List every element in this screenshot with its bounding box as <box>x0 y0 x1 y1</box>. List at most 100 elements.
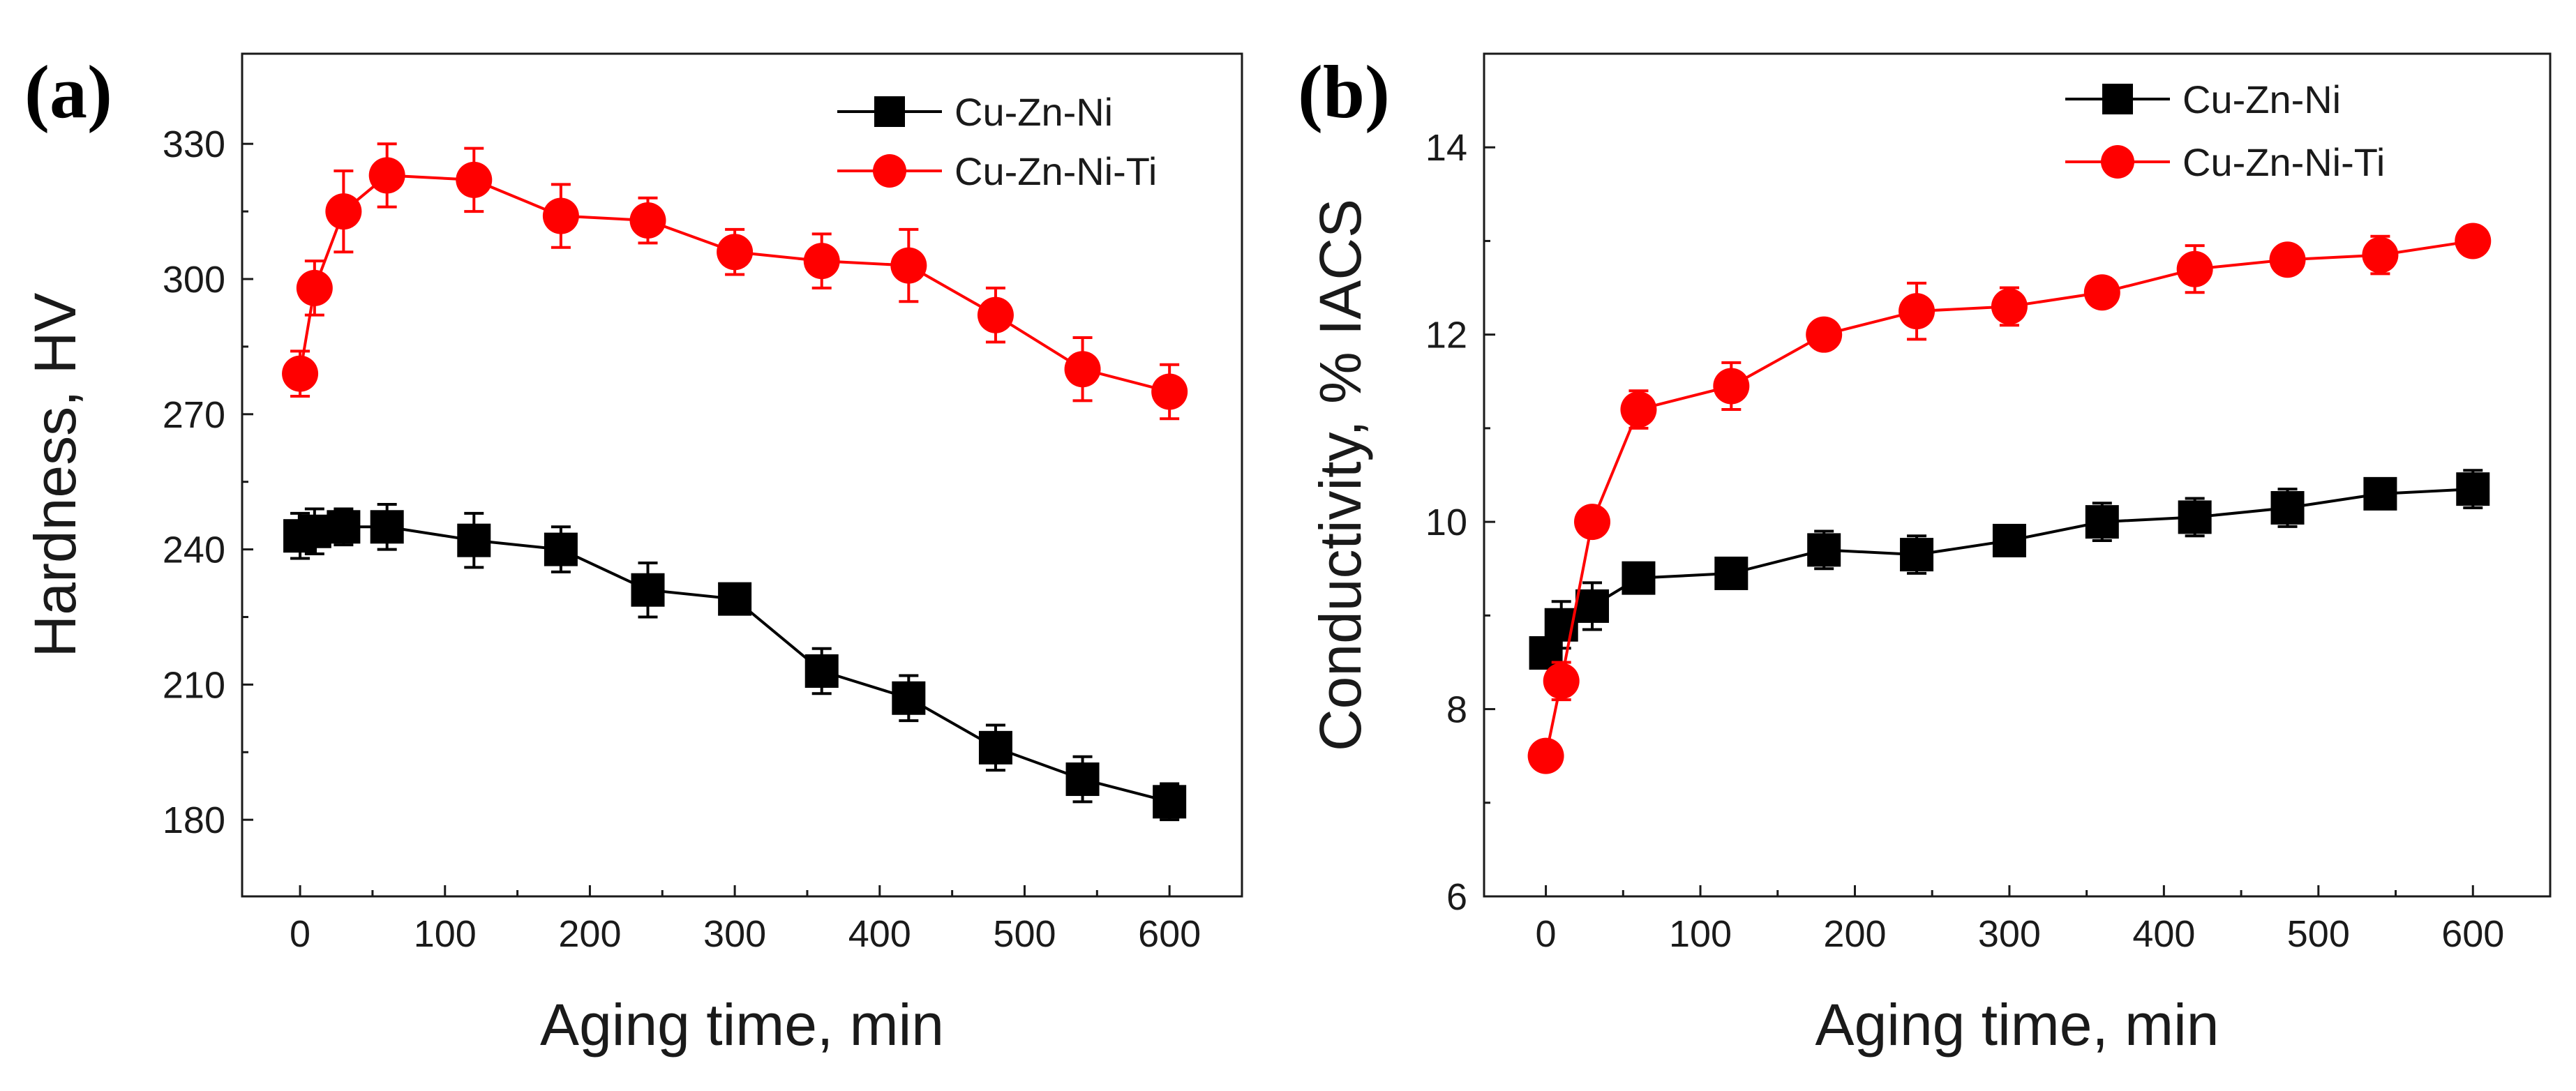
x-tick-label: 500 <box>993 913 1056 955</box>
x-tick-label: 500 <box>2287 913 2350 955</box>
data-point-circle <box>1527 737 1564 774</box>
data-point-circle <box>2455 223 2492 259</box>
series-line <box>299 174 1170 393</box>
data-point-square <box>1575 589 1610 623</box>
series-cu-zn-ni <box>1529 469 2490 670</box>
x-tick-label: 600 <box>1138 913 1201 955</box>
data-point-circle <box>1574 504 1611 541</box>
data-point-circle <box>1991 288 2028 325</box>
data-point-circle <box>1064 351 1101 388</box>
data-point-circle <box>368 157 405 194</box>
data-point-circle <box>977 296 1014 333</box>
data-point-square <box>544 532 578 566</box>
data-point-square <box>297 514 331 548</box>
data-point-square <box>1992 523 2026 557</box>
panel-label: (a) <box>24 51 112 134</box>
legend-marker-circle <box>873 154 906 188</box>
data-point-square <box>631 573 665 607</box>
data-point-square <box>2363 476 2397 511</box>
data-point-square <box>1065 762 1100 797</box>
data-point-square <box>327 510 361 544</box>
y-tick-label: 270 <box>163 394 225 436</box>
data-point-circle <box>2083 274 2120 311</box>
plot-frame <box>241 52 1243 898</box>
series-cu-zn-ni <box>283 502 1187 822</box>
series-line <box>1544 488 2473 654</box>
x-tick-label: 0 <box>290 913 310 955</box>
data-point-circle <box>2269 241 2306 278</box>
data-point-circle <box>296 269 333 306</box>
series-cu-zn-ni-ti <box>282 142 1188 421</box>
x-axis-title: Aging time, min <box>1815 992 2219 1058</box>
x-tick-label: 300 <box>1978 913 2041 955</box>
plot-frame <box>1483 52 2552 898</box>
data-point-circle <box>1806 316 1843 353</box>
y-tick-label: 300 <box>163 259 225 301</box>
data-point-square <box>718 582 752 616</box>
data-point-square <box>2178 500 2212 534</box>
data-point-square <box>1807 533 1841 567</box>
data-point-circle <box>1543 663 1580 700</box>
legend-entry: Cu-Zn-Ni <box>2065 77 2341 121</box>
data-point-square <box>1153 785 1187 819</box>
legend-label: Cu-Zn-Ni <box>954 90 1113 134</box>
data-point-circle <box>456 161 493 198</box>
y-axis-title: Conductivity, % IACS <box>1308 199 1373 751</box>
series-cu-zn-ni-ti <box>1527 223 2492 774</box>
y-tick-label: 8 <box>1446 689 1467 731</box>
y-tick-label: 210 <box>163 664 225 706</box>
data-point-circle <box>1899 293 1935 330</box>
data-point-circle <box>1151 373 1188 410</box>
data-point-circle <box>325 193 362 230</box>
y-tick-label: 240 <box>163 529 225 571</box>
legend-entry: Cu-Zn-Ni <box>837 90 1113 134</box>
data-point-square <box>370 510 404 544</box>
data-point-square <box>1714 556 1748 590</box>
data-point-square <box>804 654 839 689</box>
y-axis-title: Hardness, HV <box>22 293 88 658</box>
x-tick-label: 0 <box>1536 913 1557 955</box>
data-point-square <box>2270 490 2305 525</box>
data-point-square <box>457 523 491 557</box>
x-tick-label: 400 <box>2132 913 2195 955</box>
legend-marker-circle <box>2101 145 2134 179</box>
x-tick-label: 200 <box>558 913 621 955</box>
data-point-square <box>2456 472 2490 506</box>
data-point-circle <box>890 247 927 284</box>
data-point-circle <box>282 355 319 392</box>
x-tick-label: 600 <box>2441 913 2504 955</box>
legend-label: Cu-Zn-Ni <box>2182 77 2341 121</box>
data-point-circle <box>717 234 754 271</box>
legend-label: Cu-Zn-Ni-Ti <box>2182 140 2385 184</box>
y-tick-label: 180 <box>163 799 225 841</box>
panel-a-hardness-chart: 0 100 200 300 400 500 600 180 210 240 270 300 330 Agi… <box>22 51 1243 1058</box>
legend-marker-square <box>2102 84 2133 114</box>
data-point-circle <box>2362 236 2399 273</box>
data-point-circle <box>542 197 579 234</box>
legend-label: Cu-Zn-Ni-Ti <box>954 149 1157 193</box>
data-point-square <box>1622 561 1656 595</box>
x-tick-label: 200 <box>1823 913 1886 955</box>
x-tick-label: 100 <box>1669 913 1732 955</box>
y-tick-label: 6 <box>1446 876 1467 918</box>
x-tick-label: 100 <box>414 913 477 955</box>
data-point-circle <box>2176 250 2213 287</box>
series-line <box>299 525 1170 804</box>
x-axis-title: Aging time, min <box>540 992 944 1058</box>
data-point-circle <box>1620 391 1657 428</box>
panel-label: (b) <box>1298 51 1390 134</box>
legend-entry: Cu-Zn-Ni-Ti <box>837 149 1157 193</box>
data-point-circle <box>803 243 840 280</box>
data-point-square <box>978 730 1012 765</box>
x-tick-label: 300 <box>703 913 766 955</box>
legend-entry: Cu-Zn-Ni-Ti <box>2065 140 2385 184</box>
y-tick-label: 12 <box>1425 315 1467 356</box>
x-tick-label: 400 <box>848 913 911 955</box>
data-point-circle <box>1713 368 1750 405</box>
y-tick-label: 330 <box>163 123 225 165</box>
data-point-square <box>892 681 926 715</box>
y-tick-label: 14 <box>1425 127 1467 169</box>
data-point-square <box>1900 538 1934 572</box>
panel-b-conductivity-chart: 0 100 200 300 400 500 600 6 8 10 12 14 Aging time, m… <box>1298 51 2552 1058</box>
